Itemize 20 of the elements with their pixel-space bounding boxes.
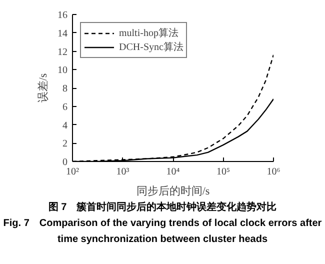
text: Fig. 7 Comparison of the varying trends of local clock errors after time synchronization between cluster heads xyxy=(2,217,323,247)
y-tick-label: 8 xyxy=(62,84,68,94)
y-tick-label: 14 xyxy=(58,28,68,40)
x-tick-label: 10³ xyxy=(116,166,130,178)
x-axis-title: 同步后的时间/s xyxy=(136,184,210,198)
x-tick-label: 10⁵ xyxy=(216,166,230,178)
text: 图 7 簇首时间同步后的本地时钟误差变化趋势对比 xyxy=(48,200,277,215)
x-tick-label: 10⁶ xyxy=(266,166,281,178)
y-tick-label: 12 xyxy=(58,46,68,58)
y-axis-title: 误差/s xyxy=(38,73,50,103)
legend-label: DCH-Sync算法 xyxy=(119,40,184,54)
x-tick-label: 10⁴ xyxy=(166,166,180,178)
y-tick-label: 2 xyxy=(62,138,68,150)
y-tick-label: 10 xyxy=(58,65,68,76)
y-tick-label: 0 xyxy=(62,157,68,168)
y-tick-label: 6 xyxy=(62,102,68,113)
legend-label: multi-hop算法 xyxy=(119,26,178,40)
y-tick-label: 4 xyxy=(62,120,68,132)
x-tick-label: 10² xyxy=(66,166,79,178)
y-tick-label: 16 xyxy=(58,10,68,21)
